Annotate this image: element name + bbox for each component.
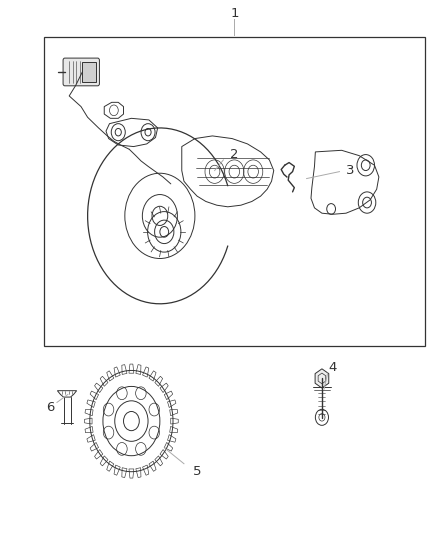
Bar — [82, 62, 96, 82]
Text: 2: 2 — [230, 148, 239, 161]
Text: 1: 1 — [230, 7, 239, 20]
Text: 6: 6 — [46, 401, 55, 414]
FancyBboxPatch shape — [63, 58, 99, 86]
Bar — [44, 37, 425, 346]
Text: 5: 5 — [193, 465, 201, 478]
Text: 3: 3 — [346, 164, 355, 177]
Polygon shape — [315, 369, 329, 388]
Text: 4: 4 — [328, 361, 337, 374]
